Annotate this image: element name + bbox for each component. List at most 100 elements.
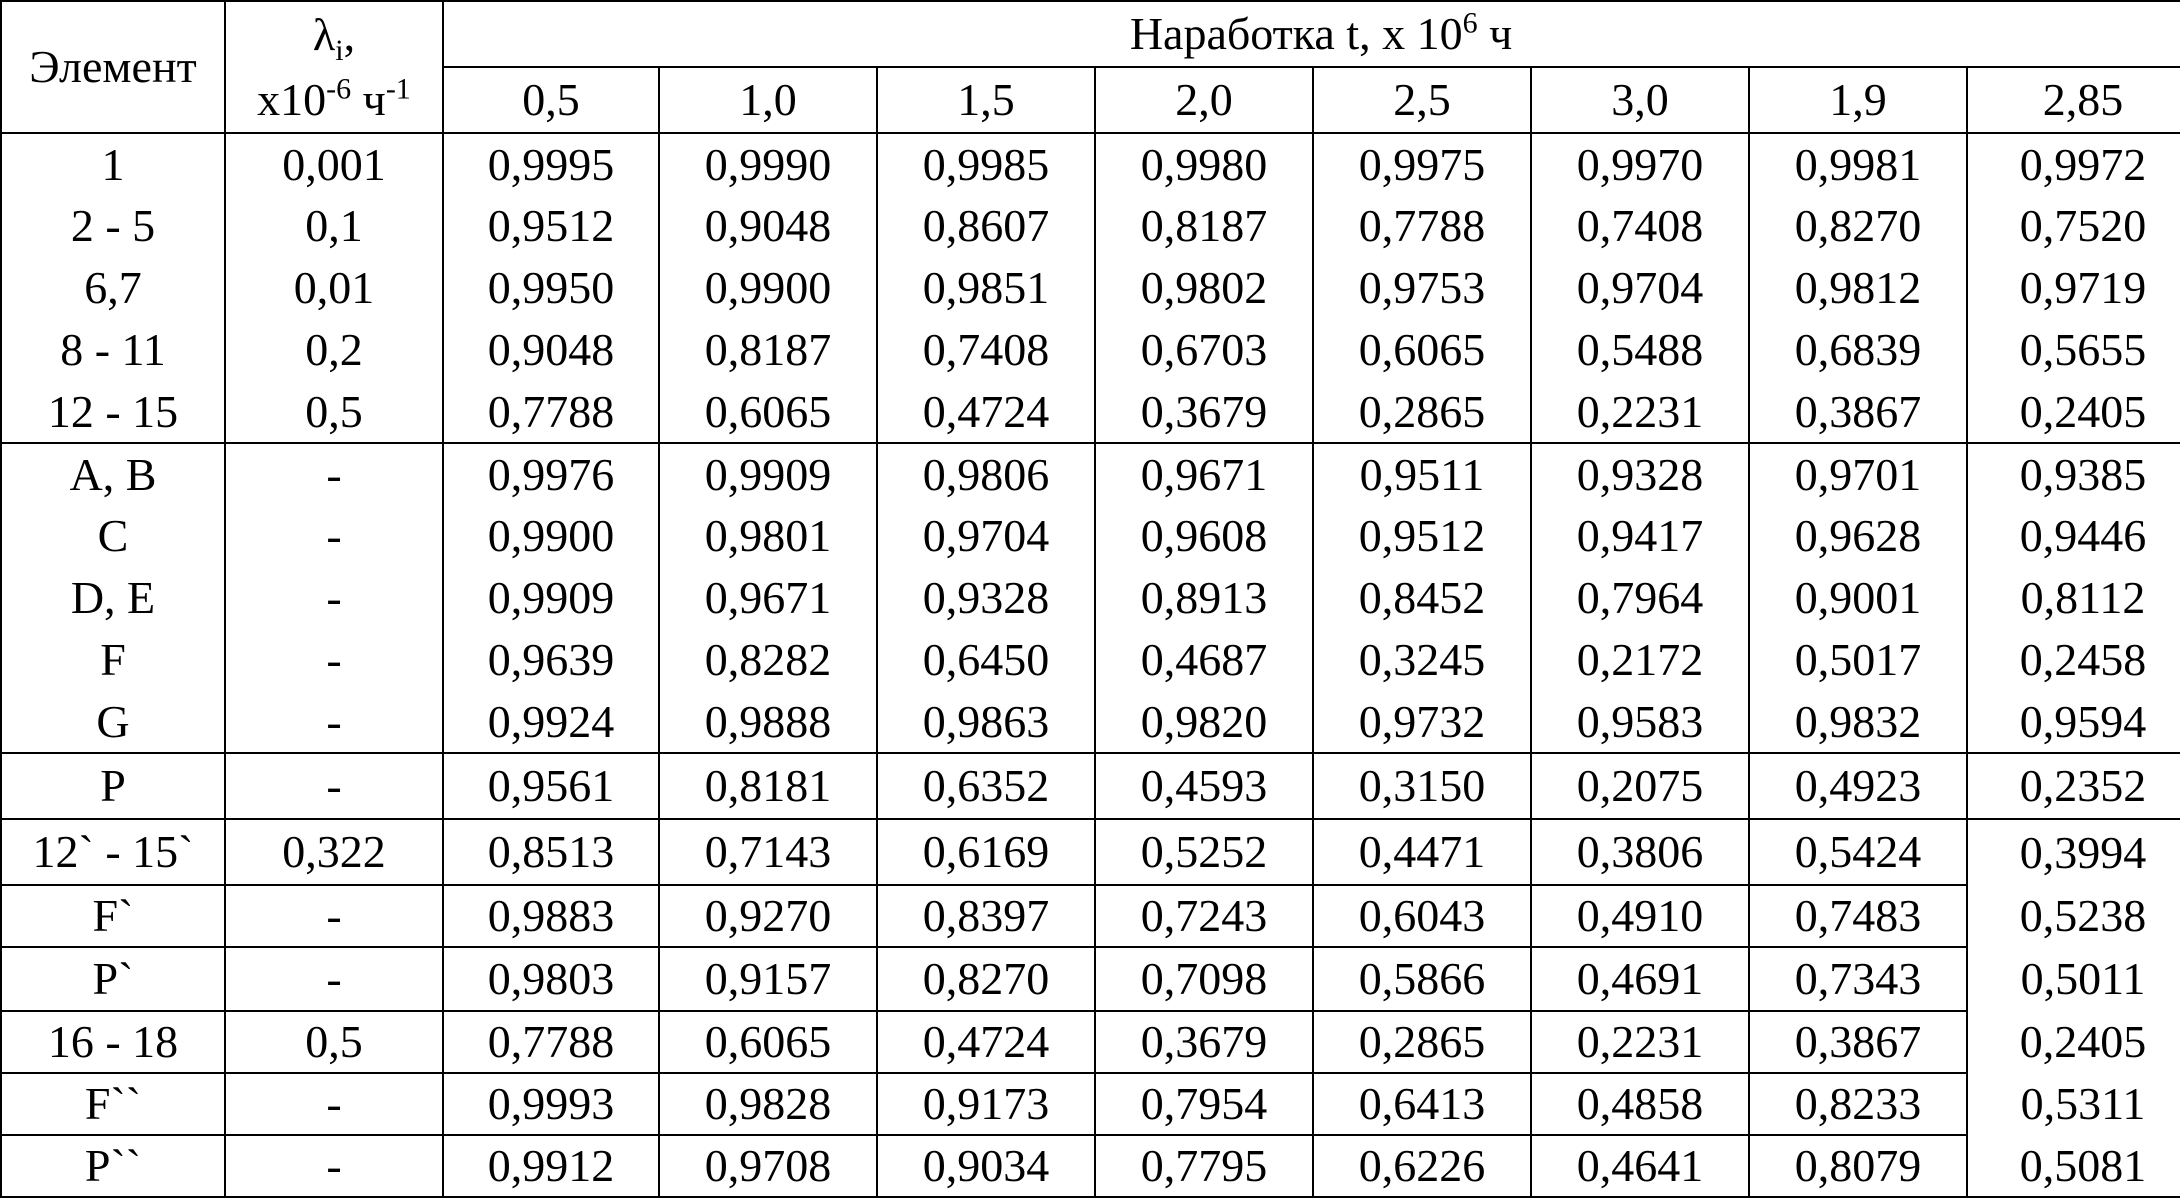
- lambda-cell: -: [224, 1135, 444, 1198]
- reliability-value: 0,4471: [1312, 819, 1532, 886]
- reliability-value: 0,9753: [1312, 257, 1532, 319]
- table-row: F` -0,9883 0,9270 0,8397 0,7243 0,6043 0,4910 0…: [0, 885, 2180, 948]
- runtime-header: Наработка t, x 106 ч: [441, 0, 2180, 68]
- time-header-6: 1,9: [1748, 67, 1968, 134]
- reliability-value: 0,9048: [658, 195, 878, 257]
- reliability-value: 0,9701: [1748, 443, 1968, 505]
- reliability-value: 0,3679: [1094, 381, 1314, 444]
- time-header-4: 2,5: [1312, 67, 1532, 134]
- time-header-2: 1,5: [876, 67, 1096, 134]
- runtime-exponent: 6: [1462, 6, 1478, 40]
- element-cell: F``: [0, 1073, 226, 1136]
- lambda-cell: 0,1: [224, 195, 444, 257]
- table-row: F`` -0,9993 0,9828 0,9173 0,7954 0,6413 0,4858…: [0, 1073, 2180, 1136]
- reliability-value: 0,7520: [1965, 195, 2180, 257]
- reliability-value: 0,8607: [876, 195, 1096, 257]
- reliability-value: 0,8112: [1965, 567, 2180, 629]
- reliability-value: 0,9863: [876, 691, 1096, 754]
- reliability-value: 0,9628: [1748, 505, 1968, 567]
- reliability-value: 0,6703: [1094, 319, 1314, 381]
- time-header-3: 2,0: [1094, 67, 1314, 134]
- reliability-value: 0,2231: [1530, 1011, 1750, 1074]
- reliability-value: 0,4593: [1094, 753, 1314, 820]
- element-cell: 12` - 15`: [0, 819, 226, 886]
- reliability-value: 0,8270: [876, 947, 1096, 1012]
- lambda-header: λi,: [224, 0, 444, 67]
- header-row-2: x10-6 ч-1 0,5 1,0 1,5 2,0 2,5 3,0 1,9 2,…: [1, 67, 2180, 134]
- reliability-value: 0,7098: [1094, 947, 1314, 1012]
- reliability-value: 0,9909: [658, 443, 878, 505]
- reliability-value: 0,9708: [658, 1135, 878, 1198]
- reliability-value: 0,9820: [1094, 691, 1314, 754]
- reliability-value: 0,6226: [1312, 1135, 1532, 1198]
- element-cell: F: [0, 629, 226, 691]
- reliability-value: 0,4724: [876, 381, 1096, 444]
- reliability-value: 0,5011: [1965, 947, 2180, 1011]
- reliability-value: 0,7795: [1094, 1135, 1314, 1198]
- table-row: D, E -0,9909 0,9671 0,9328 0,8913 0,8452 0,796…: [0, 567, 2180, 629]
- reliability-value: 0,9671: [658, 567, 878, 629]
- reliability-value: 0,6169: [876, 819, 1096, 886]
- reliability-value: 0,5252: [1094, 819, 1314, 886]
- reliability-value: 0,6450: [876, 629, 1096, 691]
- reliability-value: 0,2231: [1530, 381, 1750, 444]
- reliability-value: 0,4910: [1530, 885, 1750, 948]
- lambda-cell: -: [224, 885, 444, 948]
- lambda-subscript: i: [335, 33, 344, 67]
- reliability-value: 0,9924: [442, 691, 660, 754]
- lambda-unit-exp2: -1: [385, 72, 411, 106]
- reliability-value: 0,9803: [442, 947, 660, 1012]
- runtime-unit: ч: [1477, 8, 1513, 59]
- time-header-0: 0,5: [442, 67, 660, 134]
- reliability-value: 0,5017: [1748, 629, 1968, 691]
- reliability-value: 0,8270: [1748, 195, 1968, 257]
- lambda-unit-prefix: x10: [257, 73, 327, 125]
- reliability-value: 0,9608: [1094, 505, 1314, 567]
- lambda-cell: -: [224, 443, 444, 505]
- reliability-value: 0,9888: [658, 691, 878, 754]
- element-cell: P``: [0, 1135, 226, 1198]
- reliability-value: 0,6352: [876, 753, 1096, 820]
- reliability-value: 0,6065: [1312, 319, 1532, 381]
- reliability-value: 0,4858: [1530, 1073, 1750, 1136]
- table-row: C -0,9900 0,9801 0,9704 0,9608 0,9512 0,9417 0,…: [0, 505, 2180, 567]
- element-cell: 2 - 5: [0, 195, 226, 257]
- time-header-7: 2,85: [1965, 67, 2180, 134]
- lambda-unit-exp: -6: [326, 72, 352, 106]
- lambda-cell: 0,5: [224, 1011, 444, 1074]
- element-cell: P`: [0, 947, 226, 1012]
- lambda-cell: 0,001: [224, 133, 444, 195]
- table-row: F -0,9639 0,8282 0,6450 0,4687 0,3245 0,2172 0,…: [0, 629, 2180, 691]
- table-row: 1 0,001 0,9995 0,9990 0,9985 0,9980 0,9975 0,99…: [0, 133, 2180, 195]
- runtime-label: Наработка t, x 10: [1129, 8, 1463, 59]
- reliability-value: 0,3150: [1312, 753, 1532, 820]
- reliability-value: 0,7483: [1748, 885, 1968, 948]
- reliability-value: 0,8513: [442, 819, 660, 886]
- reliability-value: 0,4687: [1094, 629, 1314, 691]
- reliability-value: 0,8079: [1748, 1135, 1968, 1198]
- header-row-1: Элемент λi, Наработка t, x 106 ч: [0, 0, 2180, 134]
- reliability-value: 0,8452: [1312, 567, 1532, 629]
- element-cell: 16 - 18: [0, 1011, 226, 1074]
- lambda-cell: -: [224, 947, 444, 1012]
- reliability-value: 0,9900: [442, 505, 660, 567]
- table-row: 8 - 11 0,2 0,9048 0,8187 0,7408 0,6703 0,6065 0…: [0, 319, 2180, 381]
- reliability-value: 0,7408: [1530, 195, 1750, 257]
- lambda-comma: ,: [343, 8, 356, 60]
- reliability-value: 0,8181: [658, 753, 878, 820]
- reliability-value: 0,5238: [1965, 885, 2180, 947]
- reliability-value: 0,8233: [1748, 1073, 1968, 1136]
- reliability-value: 0,9417: [1530, 505, 1750, 567]
- reliability-value: 0,7143: [658, 819, 878, 886]
- table-row: 16 - 18 0,5 0,7788 0,6065 0,4724 0,3679 0,2865…: [0, 1011, 2180, 1074]
- reliability-value: 0,7788: [442, 381, 660, 444]
- reliability-value: 0,8397: [876, 885, 1096, 948]
- lambda-cell: -: [224, 567, 444, 629]
- element-cell: F`: [0, 885, 226, 948]
- reliability-value: 0,3245: [1312, 629, 1532, 691]
- element-cell: C: [0, 505, 226, 567]
- lambda-cell: -: [224, 1073, 444, 1136]
- reliability-value: 0,9980: [1094, 133, 1314, 195]
- reliability-value: 0,9970: [1530, 133, 1750, 195]
